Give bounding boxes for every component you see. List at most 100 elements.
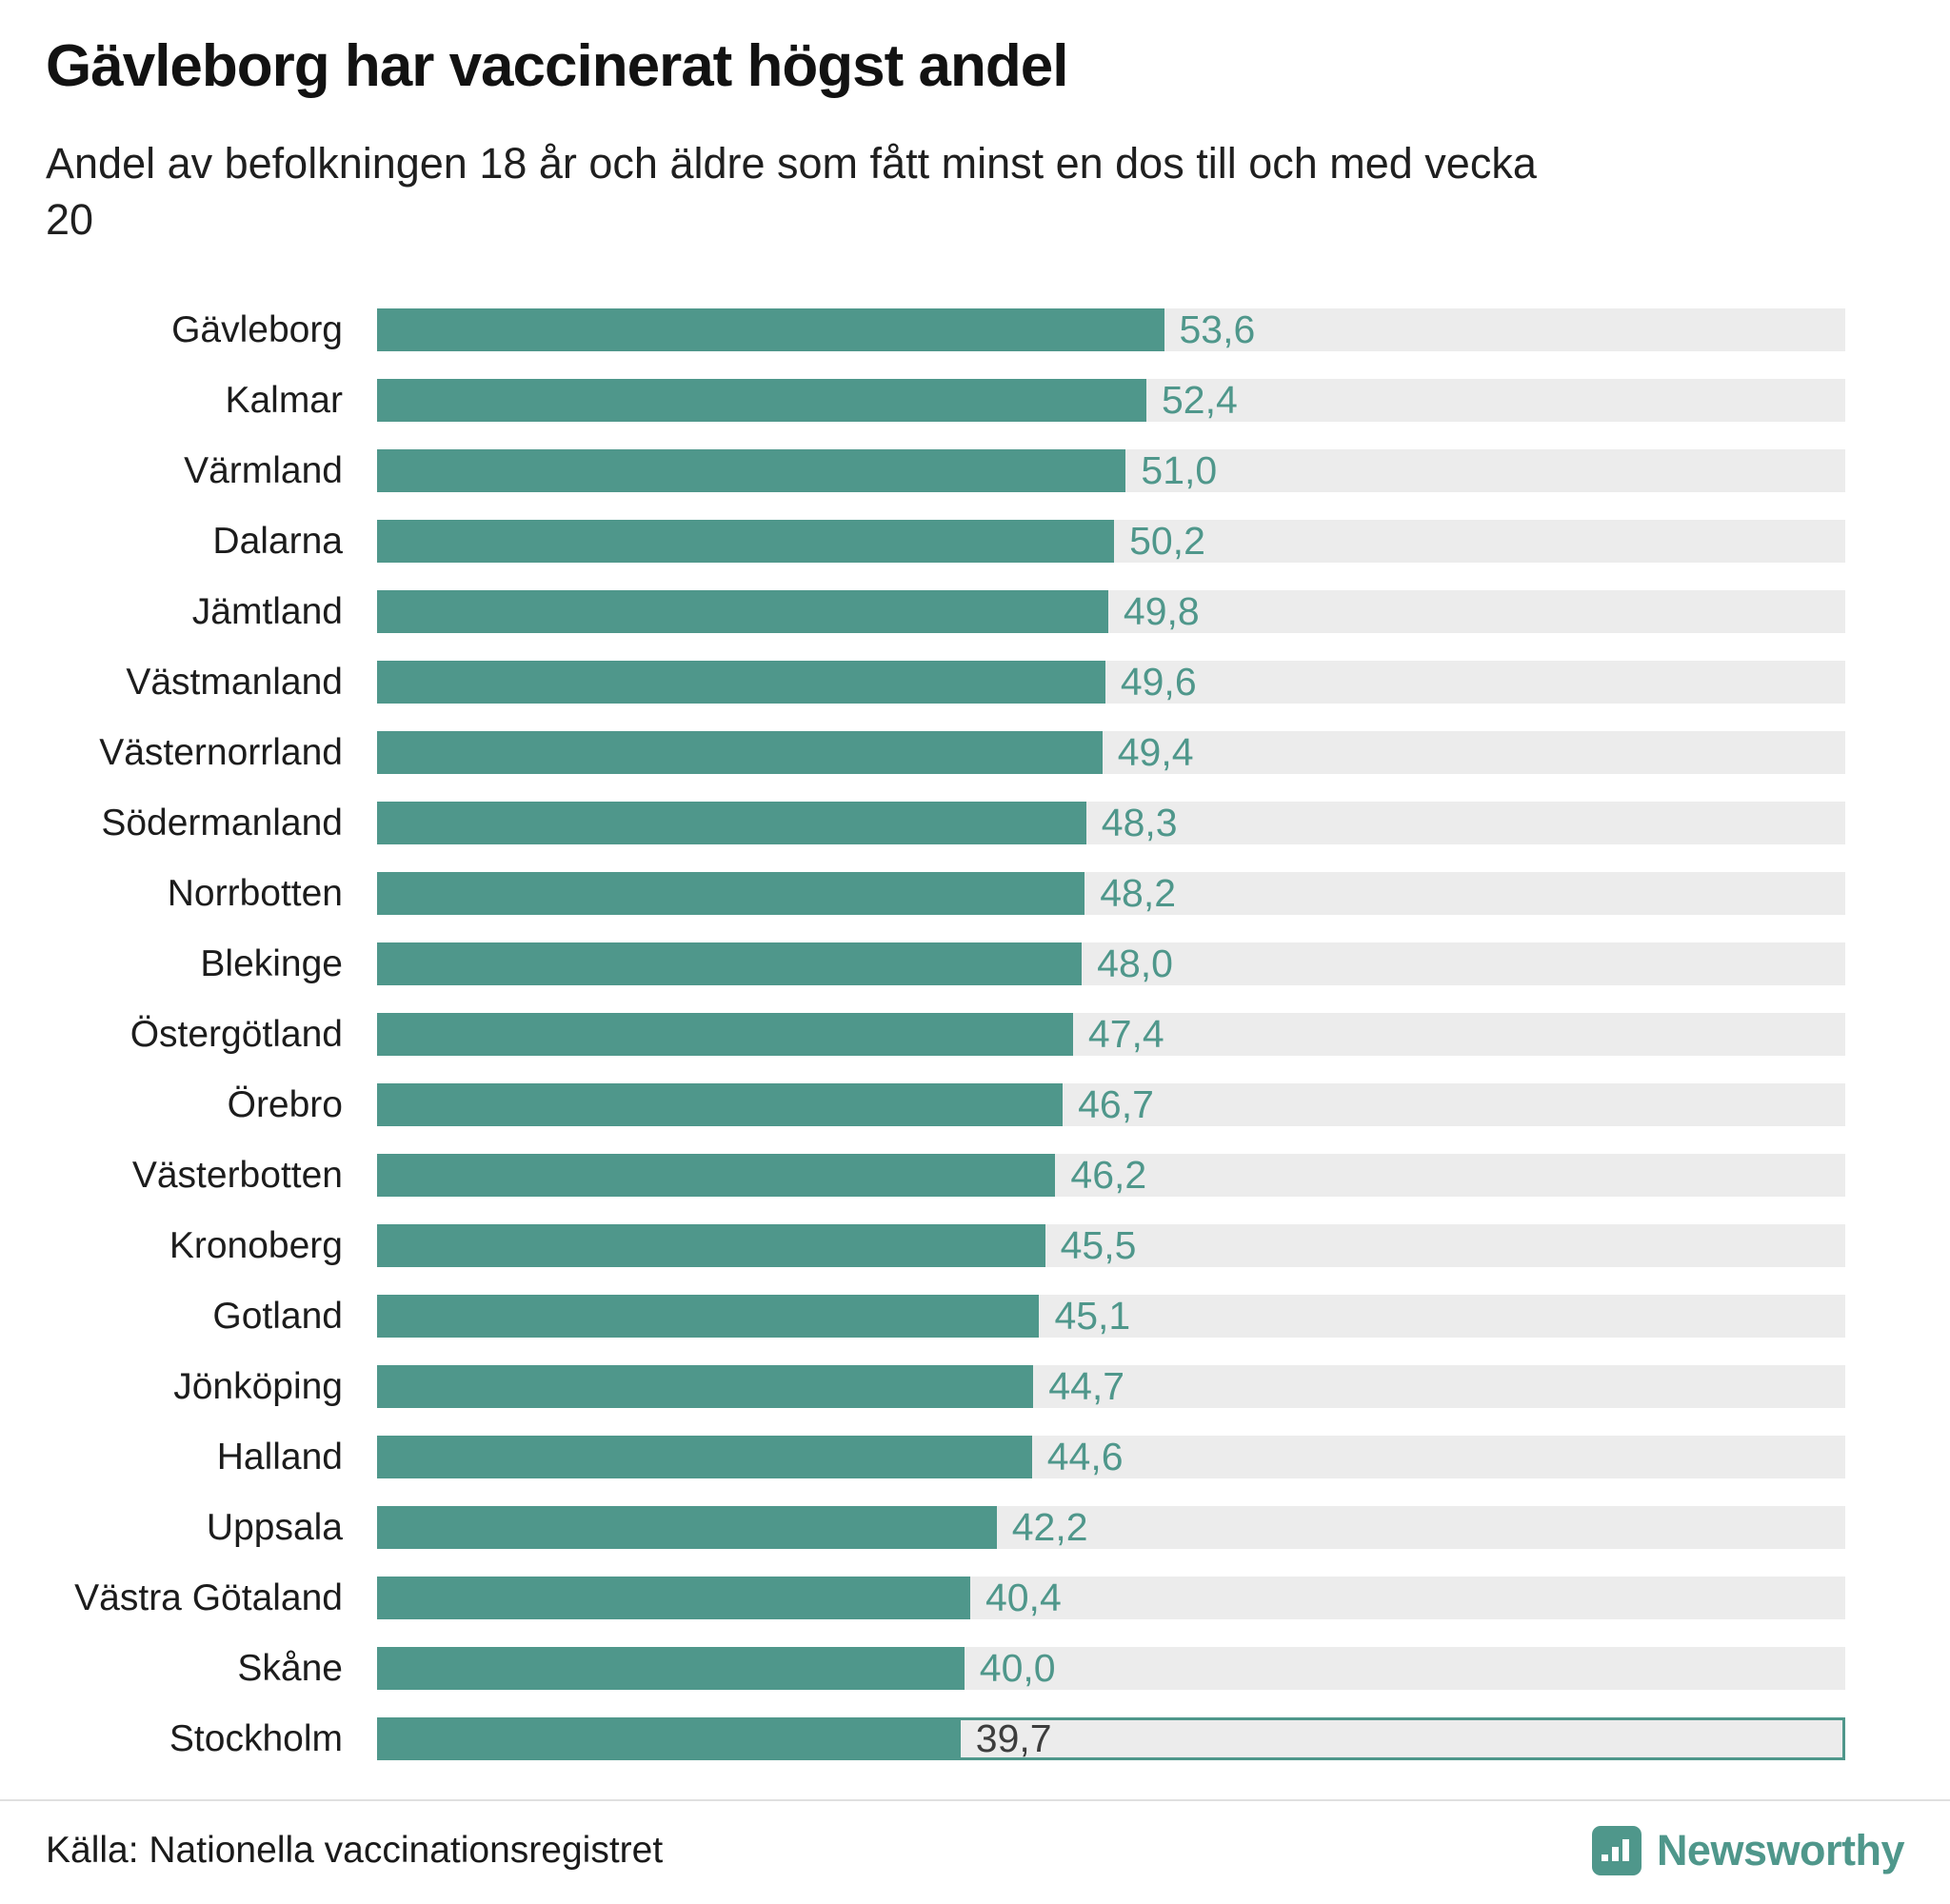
category-label: Västra Götaland <box>74 1577 343 1618</box>
value-label: 47,4 <box>1087 1012 1164 1056</box>
chart-rows: Gävleborg 53,6 Kalmar 52,4 Värmland 51,0 Dalar… <box>46 307 1845 1760</box>
category-label: Halland <box>216 1436 343 1478</box>
bar-track: 42,2 <box>377 1505 1845 1549</box>
value-label: 48,3 <box>1101 801 1178 844</box>
footer: Källa: Nationella vaccinationsregistret … <box>0 1799 1950 1904</box>
bar <box>377 872 1085 915</box>
category-label: Västerbotten <box>131 1154 343 1196</box>
bar-track: 44,6 <box>377 1435 1845 1478</box>
bar-track: 40,0 <box>377 1646 1845 1690</box>
category-label: Norrbotten <box>167 872 343 914</box>
value-label: 52,4 <box>1162 378 1238 422</box>
bar <box>377 1224 1045 1267</box>
value-label: 49,4 <box>1117 730 1194 774</box>
value-label: 45,5 <box>1060 1223 1137 1267</box>
bar <box>377 731 1103 774</box>
bar <box>377 1577 970 1619</box>
bar-track: 52,4 <box>377 378 1845 422</box>
bar-track: 49,8 <box>377 589 1845 633</box>
bar-row: Uppsala 42,2 <box>46 1505 1845 1549</box>
bar <box>377 1295 1040 1338</box>
category-label: Gotland <box>212 1295 343 1337</box>
bar <box>377 1506 997 1549</box>
bar-row: Blekinge 48,0 <box>46 942 1845 985</box>
bar <box>377 1436 1032 1478</box>
bar-row: Västerbotten 46,2 <box>46 1153 1845 1197</box>
bar-track: 45,1 <box>377 1294 1845 1338</box>
newsworthy-logo-icon <box>1591 1826 1642 1875</box>
source-note: Källa: Nationella vaccinationsregistret <box>46 1830 664 1871</box>
bar-track: 47,4 <box>377 1012 1845 1056</box>
value-label: 40,0 <box>979 1646 1056 1690</box>
bar-track: 44,7 <box>377 1364 1845 1408</box>
bar-row: Jämtland 49,8 <box>46 589 1845 633</box>
category-label: Västernorrland <box>99 731 343 773</box>
category-label: Gävleborg <box>171 308 343 350</box>
bar-row: Norrbotten 48,2 <box>46 871 1845 915</box>
bar <box>380 1717 961 1760</box>
bar-track: 48,3 <box>377 801 1845 844</box>
brand-name: Newsworthy <box>1656 1826 1905 1874</box>
category-label: Kalmar <box>225 379 343 421</box>
bar <box>377 661 1105 704</box>
value-label: 39,7 <box>975 1716 1052 1760</box>
bar <box>377 942 1083 985</box>
bar-track: 40,4 <box>377 1576 1845 1619</box>
value-label: 45,1 <box>1054 1294 1131 1338</box>
bar-row: Kalmar 52,4 <box>46 378 1845 422</box>
chart-subtitle: Andel av befolkningen 18 år och äldre so… <box>46 139 1537 244</box>
bar-track: 48,2 <box>377 871 1845 915</box>
bar <box>377 379 1146 422</box>
bar <box>377 1365 1034 1408</box>
bar <box>377 449 1126 492</box>
bar-row: Stockholm 39,7 <box>46 1716 1845 1760</box>
bar-row: Jönköping 44,7 <box>46 1364 1845 1408</box>
bar-track: 50,2 <box>377 519 1845 563</box>
category-label: Skåne <box>237 1647 343 1689</box>
value-label: 44,7 <box>1048 1364 1125 1408</box>
value-label: 51,0 <box>1141 448 1218 492</box>
bar-track: 45,5 <box>377 1223 1845 1267</box>
value-label: 46,7 <box>1078 1082 1154 1126</box>
bar-row: Gävleborg 53,6 <box>46 307 1845 351</box>
bar-track-highlighted: 39,7 <box>377 1716 1845 1760</box>
category-label: Värmland <box>184 449 343 491</box>
bar-track: 51,0 <box>377 448 1845 492</box>
bar-track: 49,6 <box>377 660 1845 704</box>
value-label: 53,6 <box>1179 307 1256 351</box>
value-label: 48,2 <box>1100 871 1177 915</box>
bar-row: Södermanland 48,3 <box>46 801 1845 844</box>
value-label: 49,6 <box>1120 660 1197 704</box>
bar-track: 46,7 <box>377 1082 1845 1126</box>
bar-track: 46,2 <box>377 1153 1845 1197</box>
category-label: Örebro <box>227 1083 343 1125</box>
category-label: Västmanland <box>126 661 343 703</box>
category-label: Södermanland <box>101 802 343 843</box>
bar-row: Västernorrland 49,4 <box>46 730 1845 774</box>
bar-row: Kronoberg 45,5 <box>46 1223 1845 1267</box>
bar <box>377 1083 1064 1126</box>
bar-track: 49,4 <box>377 730 1845 774</box>
category-label: Stockholm <box>169 1717 343 1759</box>
brand: Newsworthy <box>1591 1826 1905 1875</box>
category-label: Blekinge <box>200 942 343 984</box>
bar-row: Västmanland 49,6 <box>46 660 1845 704</box>
category-label: Östergötland <box>129 1013 343 1055</box>
bar-row: Örebro 46,7 <box>46 1082 1845 1126</box>
bar-row: Värmland 51,0 <box>46 448 1845 492</box>
bar-track: 48,0 <box>377 942 1845 985</box>
category-label: Jönköping <box>173 1365 343 1407</box>
value-label: 48,0 <box>1097 942 1173 985</box>
page-title: Gävleborg har vaccinerat högst andel <box>46 33 1068 99</box>
bar-row: Halland 44,6 <box>46 1435 1845 1478</box>
bar-row: Skåne 40,0 <box>46 1646 1845 1690</box>
bar <box>377 802 1086 844</box>
value-label: 46,2 <box>1070 1153 1147 1197</box>
bar <box>377 308 1164 351</box>
bar-track: 53,6 <box>377 307 1845 351</box>
bar <box>377 520 1115 563</box>
value-label: 50,2 <box>1129 519 1205 563</box>
bar-row: Östergötland 47,4 <box>46 1012 1845 1056</box>
bar-row: Dalarna 50,2 <box>46 519 1845 563</box>
value-label: 44,6 <box>1046 1435 1124 1478</box>
